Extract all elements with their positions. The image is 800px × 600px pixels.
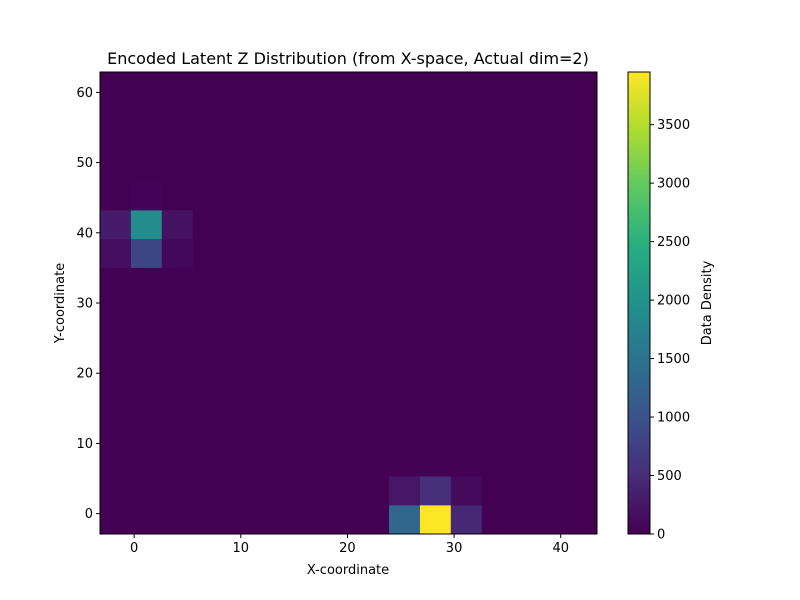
heatmap-cell xyxy=(389,476,420,506)
colorbar: 0 500 1000 1500 2000 2500 3000 3500 xyxy=(627,71,690,543)
heatmap-cell xyxy=(419,476,451,506)
heatmap-cell xyxy=(450,476,482,506)
colorbar-tick-label: 2000 xyxy=(657,294,690,309)
y-tick-label: 40 xyxy=(76,226,93,241)
y-axis-label: Y-coordinate xyxy=(53,263,68,344)
x-axis-label: X-coordinate xyxy=(307,563,389,578)
plot-area: 0 10 20 30 40 0 10 20 30 40 50 60 xyxy=(76,71,598,556)
y-tick-label: 50 xyxy=(76,156,93,171)
y-tick-label: 10 xyxy=(76,437,93,452)
heatmap-cell xyxy=(130,182,162,211)
colorbar-tick-label: 3000 xyxy=(657,177,690,192)
colorbar-tick-label: 0 xyxy=(657,528,665,543)
y-tick-label: 0 xyxy=(85,507,93,522)
heatmap-cell xyxy=(100,210,131,240)
x-tick-label: 20 xyxy=(339,541,356,556)
x-tick-label: 40 xyxy=(552,541,569,556)
y-tick-label: 60 xyxy=(76,86,93,101)
x-tick-label: 10 xyxy=(233,541,250,556)
heatmap-background xyxy=(100,72,597,534)
y-tick-label: 30 xyxy=(76,297,93,312)
colorbar-tick-label: 1500 xyxy=(657,352,690,367)
colorbar-tick-label: 1000 xyxy=(657,411,690,426)
x-tick-label: 30 xyxy=(446,541,463,556)
y-tick-label: 20 xyxy=(76,367,93,382)
x-tick-label: 0 xyxy=(130,541,138,556)
heatmap-cell xyxy=(161,210,193,240)
heatmap-cell xyxy=(161,239,193,268)
heatmap-cell xyxy=(130,210,162,240)
colorbar-label: Data Density xyxy=(700,260,715,345)
colorbar-tick-label: 2500 xyxy=(657,235,690,250)
colorbar-tick-label: 3500 xyxy=(657,118,690,133)
heatmap-cell xyxy=(419,505,451,534)
chart-title: Encoded Latent Z Distribution (from X-sp… xyxy=(107,49,589,68)
heatmap-cell xyxy=(130,239,162,268)
heatmap-cell xyxy=(450,505,482,534)
heatmap-cell xyxy=(389,505,420,534)
colorbar-gradient xyxy=(627,71,651,535)
heatmap-cell xyxy=(100,239,131,268)
colorbar-tick-label: 500 xyxy=(657,469,682,484)
